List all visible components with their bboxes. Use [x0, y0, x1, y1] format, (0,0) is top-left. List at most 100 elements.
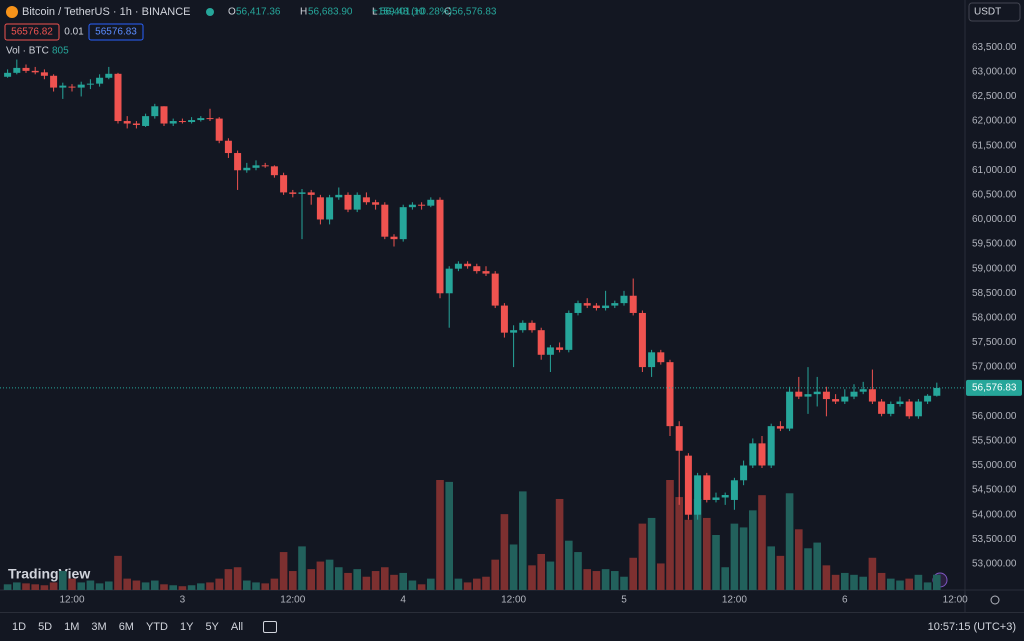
volume-bar — [206, 582, 214, 590]
volume-bar — [785, 493, 794, 590]
volume-bar — [325, 559, 334, 590]
range-button[interactable]: All — [230, 621, 244, 633]
volume-bar — [187, 585, 196, 590]
candle-body — [123, 121, 131, 124]
volume-bar — [896, 580, 904, 590]
volume-bar — [730, 523, 739, 590]
y-tick-label: 53,500.00 — [972, 534, 1017, 545]
candle-body — [896, 401, 904, 404]
volume-bar — [307, 569, 315, 590]
ohlc-value: 56,576.83 — [452, 7, 497, 18]
range-button[interactable]: 5D — [38, 621, 53, 633]
volume-bar — [666, 480, 674, 590]
range-button[interactable]: 6M — [118, 621, 134, 633]
bid[interactable]: 56576.82 — [11, 27, 53, 38]
volume-bar — [776, 555, 785, 590]
currency[interactable]: USDT — [974, 7, 1001, 18]
candle-body — [638, 312, 646, 368]
range-button[interactable]: 5Y — [205, 621, 219, 633]
y-tick-label: 57,000.00 — [972, 362, 1017, 373]
volume-bar — [40, 585, 49, 590]
volume-bar — [914, 574, 923, 590]
volume-bar — [454, 578, 463, 590]
clock[interactable]: 10:57:15 (UTC+3) — [927, 621, 1016, 633]
volume-bar — [629, 557, 637, 590]
volume-bar — [224, 569, 233, 590]
buy-box[interactable] — [88, 23, 144, 41]
sell-box[interactable] — [4, 23, 60, 41]
volume-label: Vol · BTC — [6, 46, 49, 57]
candle-body — [464, 263, 472, 267]
range-button[interactable]: 3M — [91, 621, 107, 633]
volume-bar — [712, 535, 720, 590]
candle-body — [206, 118, 214, 120]
volume-bar — [905, 578, 913, 590]
volume-bar — [859, 576, 867, 590]
candle-body — [675, 426, 683, 451]
volume-bar — [289, 571, 297, 590]
range-button[interactable]: YTD — [145, 621, 168, 633]
volume-bar — [399, 572, 407, 590]
candle-body — [31, 70, 39, 73]
volume-bar — [436, 480, 444, 590]
candle-body — [270, 166, 278, 176]
candle-body — [454, 263, 462, 269]
y-tick-label: 56,000.00 — [972, 411, 1017, 422]
market-status — [206, 8, 214, 16]
candle-body — [629, 295, 637, 313]
ohlc-value: 56,417.36 — [236, 7, 281, 18]
y-tick-label: 62,500.00 — [972, 91, 1017, 102]
date-range-icon[interactable] — [263, 621, 278, 633]
volume-bar — [877, 572, 886, 590]
brand: TradingView — [8, 566, 90, 582]
volume-bar — [555, 498, 564, 590]
volume-bar — [583, 569, 591, 590]
candle-body — [142, 116, 150, 126]
volume-bar — [703, 517, 711, 590]
y-tick-label: 62,000.00 — [972, 116, 1017, 127]
candle-body — [86, 83, 94, 85]
last-price-box — [966, 379, 1022, 396]
toolbar: 1D 5D 1M 3M 6M YTD 1Y 5Y All 10:57:15 (UTC+3) — [0, 612, 1024, 641]
volume-bar — [850, 574, 858, 590]
candle-body — [427, 199, 435, 206]
volume-bar — [537, 553, 545, 590]
ask[interactable]: 56576.83 — [95, 27, 137, 38]
ohlc-value: 56,683.90 — [308, 7, 353, 18]
candle-body — [703, 475, 711, 500]
candle-body — [776, 426, 784, 429]
candle-body — [905, 401, 913, 417]
x-tick-label: 5 — [621, 595, 627, 606]
candle-body — [620, 295, 628, 304]
candle-body — [13, 67, 21, 73]
volume-bar — [739, 527, 748, 590]
candle-body — [510, 330, 518, 333]
candle-body — [445, 268, 453, 294]
y-tick-label: 63,000.00 — [972, 66, 1017, 77]
candle-body — [546, 347, 554, 355]
volume-bar — [105, 581, 113, 590]
volume-bar — [841, 572, 849, 590]
range-button[interactable]: 1D — [12, 621, 27, 633]
settings-icon[interactable] — [990, 595, 1000, 605]
candle-body — [372, 202, 380, 205]
volume-bar — [252, 582, 260, 590]
volume-bar — [546, 561, 555, 590]
candle-body — [390, 236, 398, 240]
currency-select[interactable] — [968, 2, 1021, 22]
volume-bar — [141, 582, 150, 590]
range-button[interactable]: 1M — [64, 621, 80, 633]
candle-body — [859, 389, 867, 392]
candle-body — [813, 391, 821, 395]
volume-bar — [565, 540, 573, 590]
y-tick-label: 55,000.00 — [972, 460, 1017, 471]
volume-bar — [813, 542, 821, 590]
candle-body — [160, 106, 168, 124]
candle-body — [362, 197, 370, 203]
volume-bar — [169, 585, 177, 590]
y-tick-label: 63,500.00 — [972, 42, 1017, 53]
candle-body — [933, 387, 941, 396]
y-tick-label: 57,500.00 — [972, 337, 1017, 348]
volume-bar — [417, 584, 426, 590]
range-button[interactable]: 1Y — [179, 621, 194, 633]
